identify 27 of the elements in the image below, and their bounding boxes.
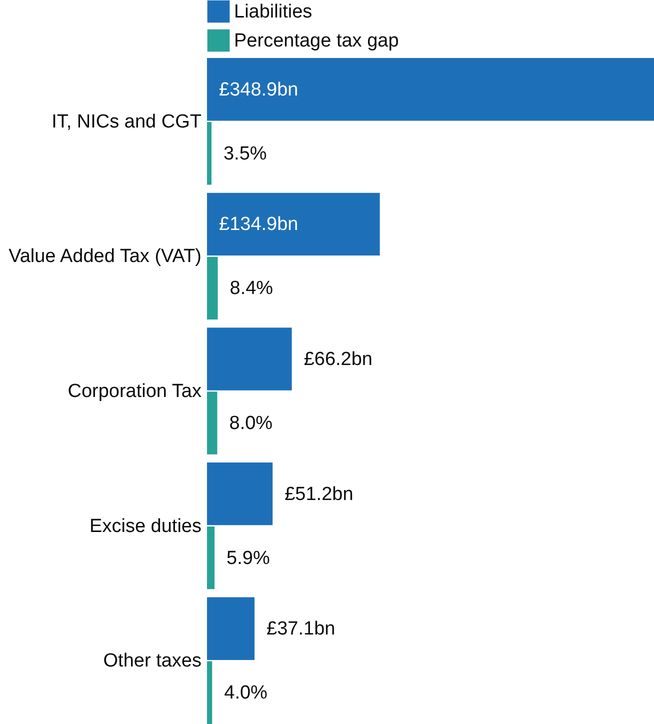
data-label: 8.4% <box>230 278 274 300</box>
bar <box>207 192 380 256</box>
bar <box>207 58 654 121</box>
bar <box>207 526 215 590</box>
bar <box>207 462 273 526</box>
bar <box>207 256 218 320</box>
data-label: £348.9bn <box>219 79 298 100</box>
bar <box>207 122 212 185</box>
data-label: 3.5% <box>223 143 267 164</box>
bar <box>207 328 292 390</box>
bar <box>207 392 218 454</box>
data-label: £66.2bn <box>304 349 372 370</box>
data-label: 4.0% <box>224 682 268 704</box>
y-tick-label: Value Added Tax (VAT) <box>8 246 202 268</box>
y-tick-label: Other taxes <box>103 650 202 672</box>
data-label: 5.9% <box>226 548 270 569</box>
bar <box>207 661 212 724</box>
legend-label: Liabilities <box>234 2 312 22</box>
data-label: £134.9bn <box>219 214 298 236</box>
y-tick-label: Corporation Tax <box>68 381 202 402</box>
y-tick-label: IT, NICs and CGT <box>52 111 202 132</box>
data-label: 8.0% <box>229 413 273 434</box>
data-label: £37.1bn <box>266 618 336 640</box>
data-label: £51.2bn <box>284 484 354 505</box>
bar <box>207 597 255 660</box>
legend-label: Percentage tax gap <box>234 30 399 52</box>
y-tick-label: Excise duties <box>90 516 202 537</box>
